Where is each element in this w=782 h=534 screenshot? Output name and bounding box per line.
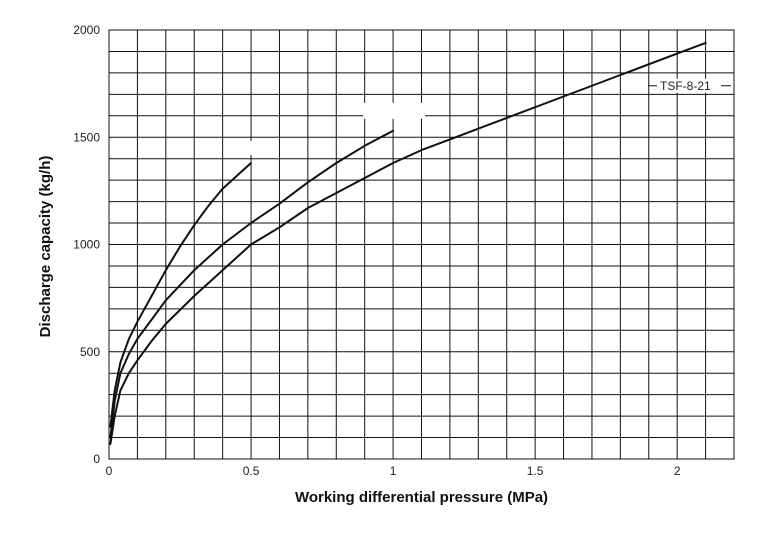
x-tick-label: 0.5 <box>243 464 260 478</box>
series-label-bg <box>656 78 722 93</box>
y-tick-label: 2000 <box>73 23 100 37</box>
x-tick-label: 1.5 <box>527 464 544 478</box>
y-axis-title: Discharge capacity (kg/h) <box>37 156 54 338</box>
chart-ticks: 0 0.5 1 1.5 2 0 500 1000 1500 2000 <box>73 23 681 478</box>
y-tick-label: 1500 <box>73 130 100 144</box>
x-axis-title: Working differential pressure (MPa) <box>295 489 548 506</box>
series-label-tsf-8-21: TSF-8-21 <box>660 79 711 93</box>
series-line-1 <box>109 162 252 428</box>
y-tick-label: 500 <box>80 345 100 359</box>
y-tick-label: 0 <box>93 452 100 466</box>
end-mask <box>239 140 266 155</box>
chart-grid <box>109 30 734 459</box>
x-tick-label: 1 <box>390 464 397 478</box>
x-tick-label: 2 <box>674 464 681 478</box>
y-tick-label: 1000 <box>73 238 100 252</box>
plot-frame <box>108 29 735 460</box>
end-mask <box>363 102 426 119</box>
x-tick-label: 0 <box>106 464 113 478</box>
series-line-3 <box>109 41 707 445</box>
chart-series <box>109 41 731 445</box>
series-line-2 <box>109 129 395 439</box>
